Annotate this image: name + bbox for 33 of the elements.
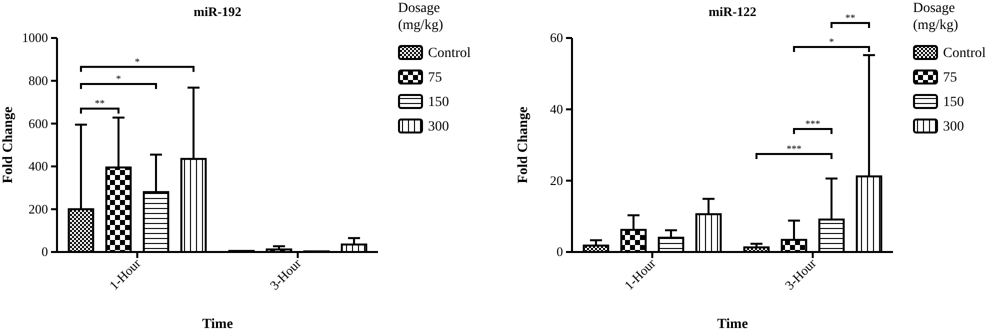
y-tick-label: 0: [42, 244, 48, 260]
annotation: ***: [786, 144, 802, 155]
chart-title: miR-192: [194, 4, 242, 19]
annotation: **: [94, 98, 105, 110]
y-tick-label: 20: [550, 172, 563, 188]
legend-label: Control: [428, 46, 471, 61]
legend-label: 300: [943, 120, 964, 134]
legend-label: 300: [428, 120, 449, 134]
legend-label: 75: [428, 70, 442, 86]
y-tick-label: 200: [28, 201, 48, 216]
x-axis-title: Time: [717, 317, 748, 332]
annotation: *: [829, 36, 834, 48]
text: **: [845, 13, 856, 24]
y-tick-label: 800: [28, 72, 48, 88]
chart-title: miR-122: [708, 4, 756, 19]
y-axis-title: Fold Change: [516, 106, 531, 184]
y-tick-label: 0: [556, 244, 563, 260]
y-tick-label: 1000: [22, 30, 48, 46]
legend-label: 150: [943, 95, 964, 110]
legend-label: 150: [428, 95, 449, 110]
x-axis-title: Time: [202, 317, 233, 332]
legend-title: Dosage (mg/kg): [398, 1, 444, 33]
y-tick-label: 600: [28, 116, 48, 131]
annotation: *: [134, 56, 140, 68]
y-tick-label: 40: [550, 101, 563, 116]
annotation: *: [116, 74, 121, 86]
legend-title: Dosage (mg/kg): [913, 1, 958, 33]
annotation: ***: [805, 118, 820, 130]
y-tick-label: 400: [28, 158, 48, 174]
legend-label: 75: [943, 70, 957, 86]
y-tick-label: 60: [550, 30, 563, 46]
y-axis-title: Fold Change: [1, 106, 16, 184]
legend-label: Control: [943, 46, 986, 61]
